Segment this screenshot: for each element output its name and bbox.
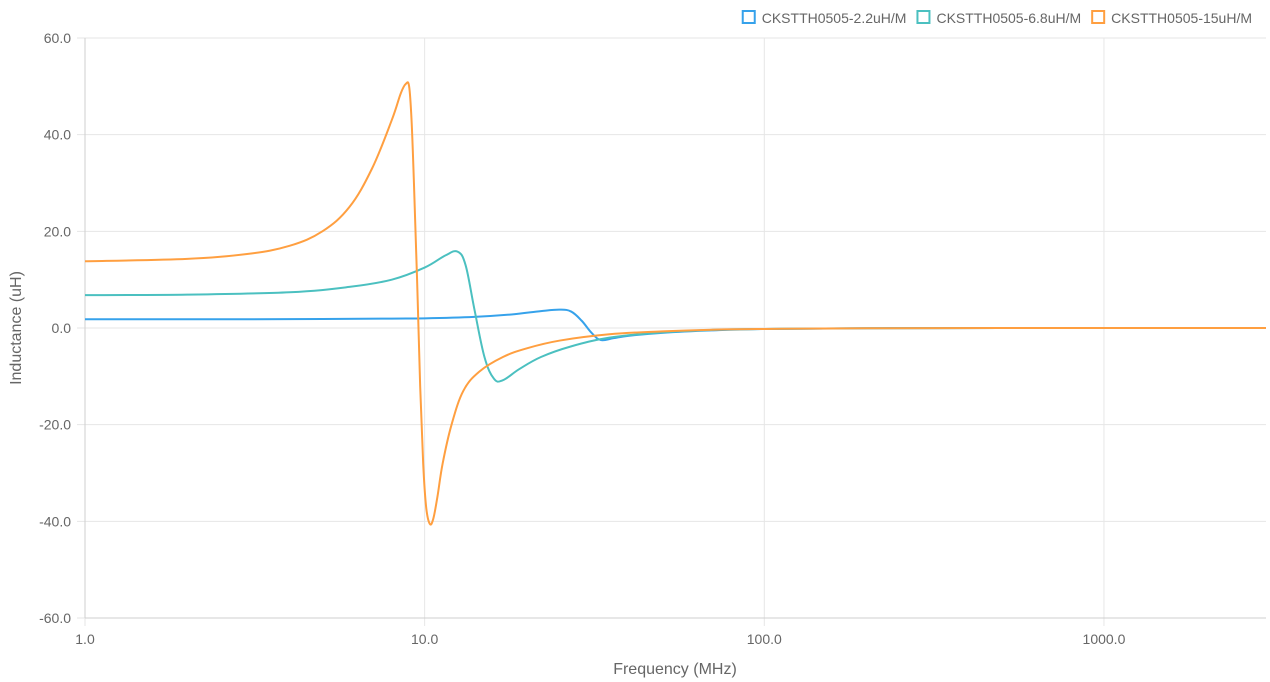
x-tick-label: 1.0	[75, 631, 95, 647]
y-axis-title: Inductance (uH)	[8, 271, 25, 385]
y-tick-label: -60.0	[39, 610, 71, 626]
x-tick-label: 10.0	[411, 631, 438, 647]
legend-swatch[interactable]	[916, 10, 931, 24]
legend-item[interactable]: CKSTTH0505-6.8uH/M	[916, 10, 1081, 26]
series-line-2	[84, 250, 1267, 383]
legend-label[interactable]: CKSTTH0505-6.8uH/M	[936, 10, 1081, 26]
legend-label[interactable]: CKSTTH0505-15uH/M	[1111, 10, 1252, 26]
axes: 60.0 40.0 20.0 0.0 -20.0 -40.0 -60.01.0 10.0 100…	[39, 30, 1266, 647]
y-tick-label: 40.0	[44, 127, 71, 143]
legend-item[interactable]: CKSTTH0505-2.2uH/M	[741, 10, 907, 26]
legend-swatch[interactable]	[741, 10, 756, 24]
legend-swatch[interactable]	[1091, 10, 1106, 24]
series-lines	[84, 81, 1267, 526]
series-line-3	[84, 81, 1267, 526]
series-line-1	[84, 308, 1266, 342]
legend-item[interactable]: CKSTTH0505-15uH/M	[1091, 10, 1252, 26]
y-tick-label: 60.0	[44, 30, 71, 46]
x-tick-label: 100.0	[747, 631, 782, 647]
legend[interactable]: CKSTTH0505-2.2uH/M CKSTTH0505-6.8uH/M CKST…	[741, 10, 1252, 26]
legend-label[interactable]: CKSTTH0505-2.2uH/M	[762, 10, 907, 26]
y-tick-label: 0.0	[52, 320, 72, 336]
y-tick-label: -40.0	[39, 513, 71, 529]
x-tick-label: 1000.0	[1083, 631, 1126, 647]
y-tick-label: -20.0	[39, 417, 71, 433]
x-axis-title: Frequency (MHz)	[613, 661, 737, 678]
y-tick-label: 20.0	[44, 223, 71, 239]
